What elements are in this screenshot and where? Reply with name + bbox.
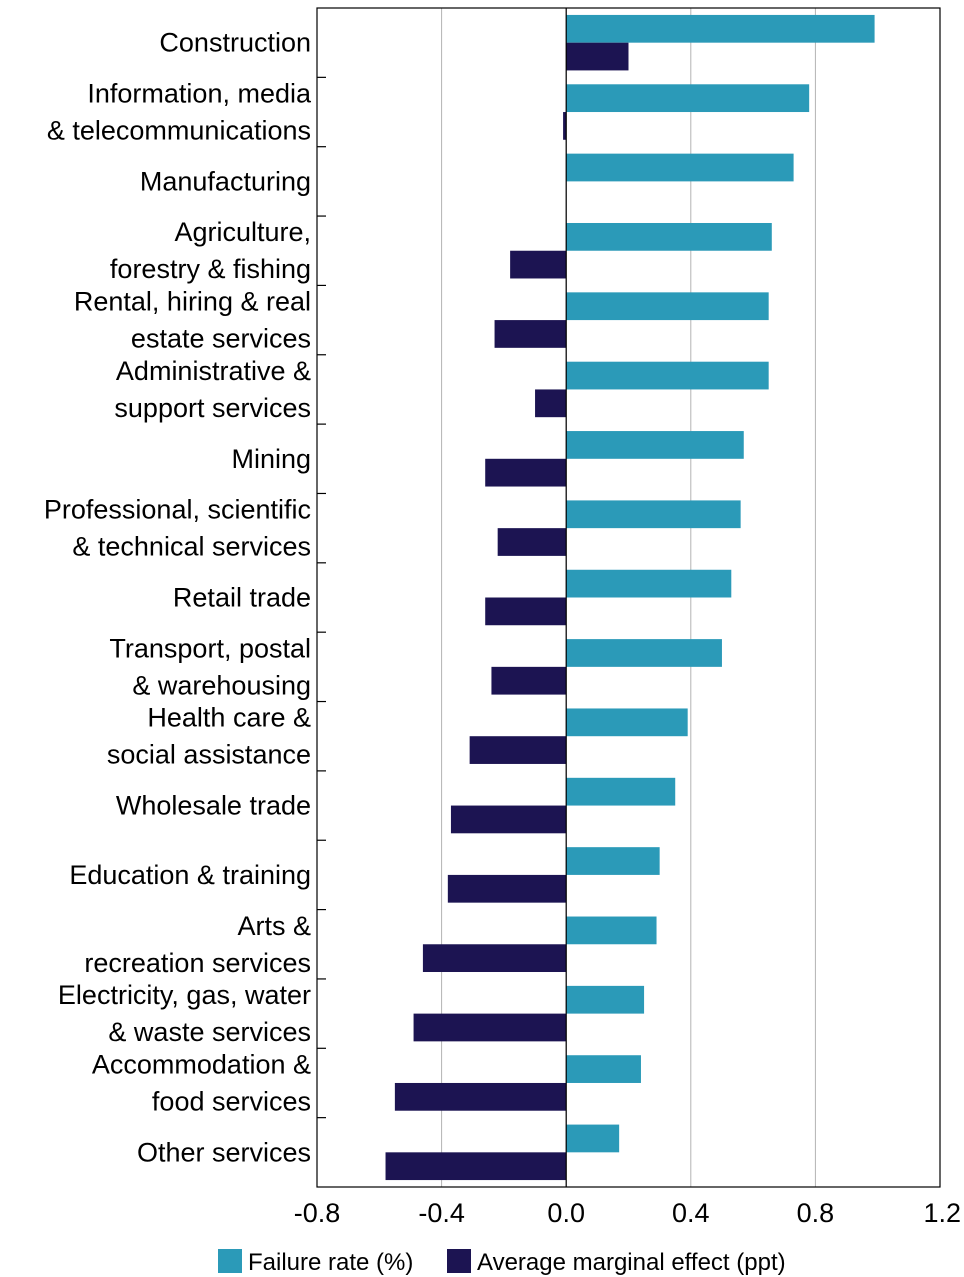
category-label-line: Mining: [231, 444, 311, 474]
legend-label-average-marginal-effect: Average marginal effect (ppt): [477, 1249, 786, 1276]
bar-failure-rate-10: [566, 708, 688, 737]
category-label-line: Professional, scientific: [44, 495, 311, 525]
category-label-14: Electricity, gas, water & waste services: [58, 980, 311, 1047]
bar-failure-rate-16: [566, 1124, 620, 1153]
bar-failure-rate-11: [566, 777, 676, 806]
bar-marginal-effect-5: [535, 389, 567, 418]
category-label-10: Health care & social assistance: [107, 703, 311, 770]
bar-marginal-effect-3: [510, 250, 567, 279]
category-label-11: Wholesale trade: [116, 791, 311, 821]
category-label-line: Retail trade: [173, 583, 311, 613]
bar-failure-rate-15: [566, 1055, 641, 1083]
bar-failure-rate-9: [566, 639, 722, 667]
bar-failure-rate-14: [566, 985, 645, 1014]
category-label-5: Administrative & support services: [114, 356, 311, 423]
bars: [385, 14, 875, 1181]
category-label-line: Information, media: [87, 79, 312, 109]
category-label-12: Education & training: [69, 860, 311, 890]
category-label-line: Agriculture,: [174, 217, 311, 247]
category-label-line: food services: [152, 1086, 311, 1116]
x-tick-label-4: 0.8: [797, 1198, 835, 1228]
legend-label-failure-rate: Failure rate (%): [248, 1249, 413, 1276]
plot-frame: [316, 7, 941, 1188]
category-label-line: estate services: [131, 324, 311, 354]
x-tick-label-1: -0.4: [418, 1198, 465, 1228]
x-tick-label-2: 0.0: [547, 1198, 585, 1228]
category-label-15: Accommodation & food services: [92, 1049, 311, 1116]
bar-failure-rate-6: [566, 431, 744, 459]
legend-swatch-average-marginal-effect: [447, 1249, 471, 1273]
bar-marginal-effect-10: [469, 736, 567, 764]
bar-marginal-effect-12: [447, 874, 567, 903]
category-label-line: Transport, postal: [109, 633, 311, 663]
category-label-2: Manufacturing: [140, 166, 311, 196]
category-label-4: Rental, hiring & real estate services: [74, 287, 311, 354]
category-label-line: & waste services: [108, 1017, 311, 1047]
bar-failure-rate-2: [566, 153, 794, 182]
bar-marginal-effect-1: [563, 112, 567, 140]
bar-marginal-effect-9: [491, 666, 567, 695]
category-label-line: Rental, hiring & real: [74, 287, 311, 317]
category-label-16: Other services: [137, 1137, 311, 1167]
x-tick-label-0: -0.8: [294, 1198, 341, 1228]
category-label-13: Arts & recreation services: [84, 911, 311, 978]
bar-failure-rate-8: [566, 569, 732, 598]
category-label-line: recreation services: [84, 948, 311, 978]
bar-failure-rate-12: [566, 847, 660, 875]
category-label-line: & telecommunications: [47, 116, 311, 146]
category-label-line: Other services: [137, 1137, 311, 1167]
bar-marginal-effect-11: [450, 805, 567, 834]
x-tick-label-5: 1.2: [923, 1198, 961, 1228]
category-label-line: & warehousing: [132, 670, 311, 700]
category-label-3: Agriculture, forestry & fishing: [110, 217, 311, 284]
category-label-line: Arts &: [237, 911, 311, 941]
bar-marginal-effect-16: [385, 1152, 567, 1181]
category-label-line: Administrative &: [116, 356, 311, 386]
bar-failure-rate-1: [566, 84, 810, 113]
category-label-6: Mining: [231, 444, 311, 474]
category-label-line: support services: [114, 393, 311, 423]
category-label-0: Construction: [159, 28, 311, 58]
bar-marginal-effect-8: [485, 597, 567, 626]
bar-failure-rate-3: [566, 222, 772, 251]
bar-marginal-effect-14: [413, 1013, 567, 1042]
bar-marginal-effect-6: [485, 458, 567, 487]
y-axis-ticks: [317, 76, 326, 1119]
category-label-7: Professional, scientific & technical serv…: [44, 495, 311, 562]
category-label-line: forestry & fishing: [110, 254, 311, 284]
x-tick-label-3: 0.4: [672, 1198, 710, 1228]
bar-marginal-effect-13: [422, 944, 567, 973]
bar-failure-rate-0: [566, 14, 875, 43]
bar-failure-rate-13: [566, 916, 657, 945]
bar-failure-rate-5: [566, 361, 769, 390]
category-label-line: Manufacturing: [140, 166, 311, 196]
category-label-9: Transport, postal & warehousing: [109, 633, 311, 700]
category-label-1: Information, media & telecommunications: [47, 79, 312, 146]
category-label-line: Electricity, gas, water: [58, 980, 311, 1010]
bar-marginal-effect-15: [394, 1082, 567, 1111]
bar-marginal-effect-4: [494, 320, 567, 348]
category-labels: Construction Information, media & telecomm…: [44, 28, 312, 1168]
category-label-line: Health care &: [147, 703, 311, 733]
bar-marginal-effect-0: [566, 42, 629, 71]
legend: Failure rate (%) Average marginal effect…: [218, 1249, 786, 1276]
bar-failure-rate-7: [566, 500, 741, 529]
category-label-line: Education & training: [69, 860, 311, 890]
category-label-8: Retail trade: [173, 583, 311, 613]
category-label-line: social assistance: [107, 740, 311, 770]
bar-marginal-effect-7: [497, 528, 567, 556]
category-label-line: Wholesale trade: [116, 791, 311, 821]
legend-swatch-failure-rate: [218, 1249, 242, 1273]
bar-failure-rate-4: [566, 292, 769, 321]
category-label-line: Accommodation &: [92, 1049, 311, 1079]
category-label-line: Construction: [159, 28, 311, 58]
category-label-line: & technical services: [72, 532, 311, 562]
x-axis-tick-labels: -0.8 -0.4 0.0 0.4 0.8 1.2: [294, 1198, 961, 1228]
